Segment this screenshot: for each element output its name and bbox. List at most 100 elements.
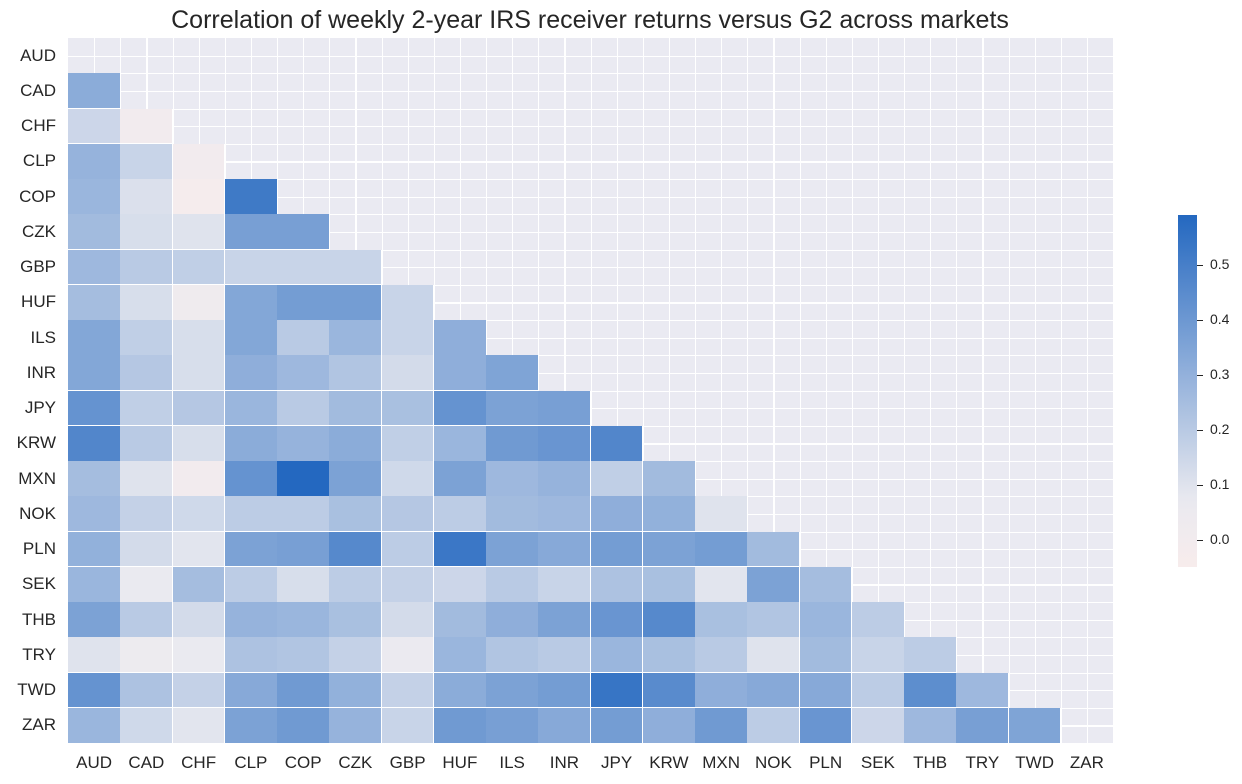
heatmap-cell-COP-CAD: [120, 179, 173, 215]
heatmap-cell-TWD-AUD: [68, 672, 121, 709]
x-tick-label: GBP: [389, 753, 426, 772]
heatmap-cell-NOK-INR: [538, 496, 591, 532]
heatmap-cell-JPY-GBP: [381, 390, 435, 427]
heatmap-cell-TWD-HUF: [433, 672, 487, 709]
grid-line: [851, 38, 853, 743]
heatmap-cell-SEK-GBP: [381, 566, 435, 603]
y-tick-label: CZK: [22, 221, 56, 241]
heatmap-cell-THB-PLN: [799, 602, 853, 638]
heatmap-cell-KRW-COP: [277, 425, 330, 462]
colorbar-tick-label: 0.4: [1210, 310, 1230, 327]
heatmap-cell-KRW-HUF: [433, 425, 487, 462]
heatmap-cell-ILS-HUF: [433, 320, 487, 356]
heatmap-cell-INR-HUF: [433, 355, 487, 391]
heatmap-cell-JPY-CAD: [120, 390, 173, 427]
heatmap-cell-ZAR-CHF: [172, 707, 226, 744]
heatmap-cell-JPY-CHF: [172, 390, 226, 427]
heatmap-cell-JPY-INR: [538, 390, 591, 427]
y-tick-label: MXN: [18, 468, 56, 488]
heatmap-cell-SEK-KRW: [642, 566, 696, 603]
heatmap-cell-NOK-CAD: [120, 496, 173, 532]
heatmap-cell-GBP-CLP: [224, 249, 278, 286]
heatmap-cell-TRY-COP: [277, 637, 330, 673]
heatmap-cell-SEK-INR: [538, 566, 591, 603]
heatmap-cell-JPY-ILS: [486, 390, 539, 427]
heatmap-cell-TWD-NOK: [747, 672, 800, 709]
heatmap-cell-THB-SEK: [851, 602, 905, 638]
heatmap-cell-MXN-GBP: [381, 461, 435, 497]
heatmap-cell-TWD-INR: [538, 672, 591, 709]
y-tick-label: COP: [19, 186, 56, 206]
x-tick-label: HUF: [442, 753, 478, 772]
heatmap-cell-TRY-PLN: [799, 637, 853, 673]
grid-line: [721, 38, 723, 743]
heatmap-cell-ZAR-TWD: [1008, 707, 1062, 744]
heatmap-cell-CZK-COP: [277, 214, 330, 250]
x-tick-label: CAD: [128, 753, 165, 772]
grid-line: [1086, 38, 1089, 743]
heatmap-cell-HUF-CAD: [120, 284, 173, 321]
heatmap-cell-ZAR-PLN: [799, 707, 853, 744]
heatmap-cell-NOK-CLP: [224, 496, 278, 532]
heatmap-cell-PLN-JPY: [590, 531, 644, 568]
heatmap-cell-KRW-AUD: [68, 425, 121, 462]
heatmap-cell-TWD-TRY: [956, 672, 1009, 709]
heatmap-cell-KRW-JPY: [590, 425, 644, 462]
heatmap-cell-KRW-CAD: [120, 425, 173, 462]
heatmap-cell-PLN-CZK: [329, 531, 382, 568]
heatmap-cell-NOK-GBP: [381, 496, 435, 532]
heatmap-cell-CZK-AUD: [68, 214, 121, 250]
grid-line: [877, 38, 880, 743]
colorbar-tick-label: 0.5: [1210, 255, 1230, 272]
heatmap-cell-TWD-MXN: [695, 672, 748, 709]
colorbar-tick-label: 0.0: [1210, 530, 1230, 547]
colorbar-tick-mark: [1197, 429, 1203, 431]
y-tick-label: JPY: [24, 398, 56, 418]
heatmap-cell-CHF-CAD: [120, 108, 173, 145]
heatmap-cell-COP-CHF: [172, 179, 226, 215]
heatmap-cell-TRY-CAD: [120, 637, 173, 673]
heatmap-cell-MXN-JPY: [590, 461, 644, 497]
heatmap-cell-TRY-THB: [904, 637, 957, 673]
heatmap-cell-NOK-ILS: [486, 496, 539, 532]
heatmap-cell-NOK-MXN: [695, 496, 748, 532]
heatmap-cell-TWD-THB: [904, 672, 957, 709]
heatmap-cell-INR-CAD: [120, 355, 173, 391]
heatmap-cell-THB-CHF: [172, 602, 226, 638]
heatmap-cell-SEK-HUF: [433, 566, 487, 603]
heatmap-cell-HUF-AUD: [68, 284, 121, 321]
heatmap-cell-TRY-CZK: [329, 637, 382, 673]
heatmap-cell-CAD-AUD: [68, 73, 121, 109]
grid-line: [668, 38, 671, 743]
heatmap-cell-ZAR-NOK: [747, 707, 800, 744]
heatmap-cell-ILS-AUD: [68, 320, 121, 356]
colorbar-tick-label: 0.3: [1210, 365, 1230, 382]
heatmap-cell-PLN-INR: [538, 531, 591, 568]
x-tick-label: THB: [913, 753, 948, 772]
y-tick-label: THB: [22, 609, 56, 629]
colorbar-tick-mark: [1197, 319, 1203, 321]
heatmap-cell-TWD-CHF: [172, 672, 226, 709]
heatmap-cell-ZAR-CAD: [120, 707, 173, 744]
grid-line: [904, 38, 906, 743]
heatmap-cell-THB-COP: [277, 602, 330, 638]
heatmap-cell-MXN-CZK: [329, 461, 382, 497]
heatmap-cell-ILS-GBP: [381, 320, 435, 356]
x-tick-label: TRY: [965, 753, 1000, 772]
heatmap-cell-THB-CLP: [224, 602, 278, 638]
y-tick-label: TWD: [17, 680, 56, 700]
heatmap-cell-MXN-CLP: [224, 461, 278, 497]
heatmap-cell-PLN-AUD: [68, 531, 121, 568]
heatmap-cell-JPY-COP: [277, 390, 330, 427]
heatmap-cell-GBP-CZK: [329, 249, 382, 286]
heatmap-cell-TWD-COP: [277, 672, 330, 709]
heatmap-cell-TWD-SEK: [851, 672, 905, 709]
heatmap-cell-MXN-CHF: [172, 461, 226, 497]
x-tick-label: AUD: [76, 753, 113, 772]
heatmap-cell-ZAR-CZK: [329, 707, 382, 744]
heatmap-cell-KRW-CLP: [224, 425, 278, 462]
heatmap-cell-GBP-CHF: [172, 249, 226, 286]
heatmap-cell-ILS-CLP: [224, 320, 278, 356]
y-tick-label: KRW: [16, 433, 56, 453]
grid-line: [799, 38, 801, 743]
